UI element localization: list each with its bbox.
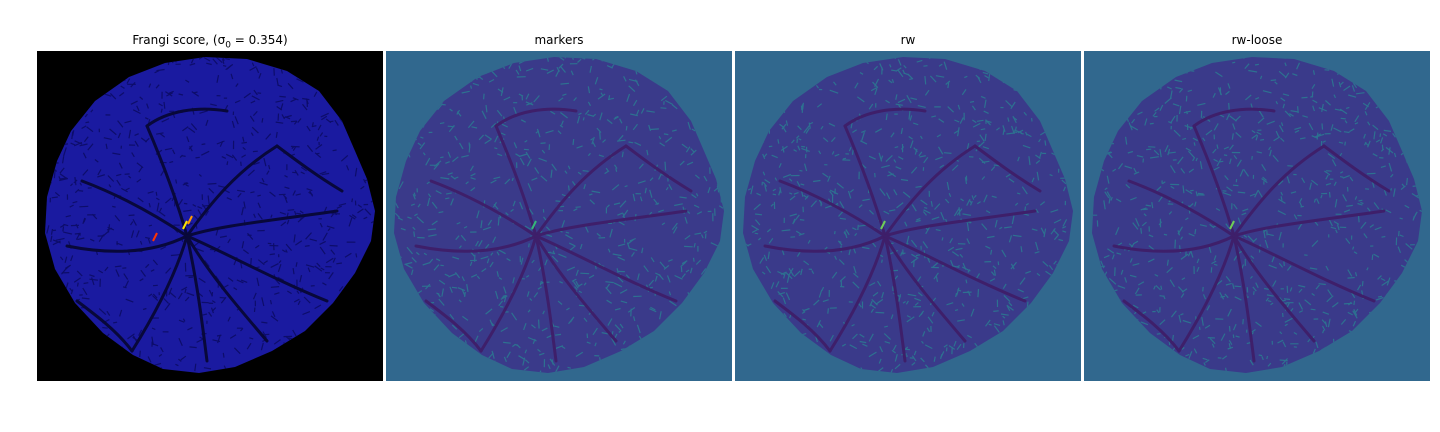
vessel — [828, 234, 887, 353]
vessel — [883, 209, 1037, 238]
vessel — [145, 107, 229, 128]
vessel — [1177, 234, 1236, 353]
panel-title-rw: rw — [900, 33, 916, 47]
panel-frangi — [37, 51, 383, 381]
highlight-mark — [182, 220, 188, 230]
vessel — [185, 234, 269, 343]
vessel — [773, 299, 832, 353]
vessel — [479, 234, 538, 353]
vessel — [778, 179, 887, 238]
vessel — [414, 234, 538, 253]
panel-rw-loose — [1084, 51, 1430, 381]
vessel — [883, 234, 907, 363]
vessel — [624, 144, 693, 193]
retina-blob — [743, 57, 1073, 373]
highlight-mark — [880, 220, 886, 230]
vessel — [883, 234, 1027, 303]
vessel — [973, 144, 1042, 193]
vessel — [883, 144, 977, 238]
vessel — [424, 299, 483, 353]
highlight-mark — [152, 232, 158, 242]
vessel — [494, 107, 578, 128]
rw-loose-image — [1084, 51, 1430, 381]
vessel — [1112, 234, 1236, 253]
vessel — [883, 234, 967, 343]
vessel — [534, 234, 558, 363]
vessel — [534, 234, 678, 303]
vessel — [275, 144, 344, 193]
vessel — [1232, 234, 1316, 343]
panel-rw — [735, 51, 1081, 381]
vessel — [843, 124, 887, 238]
highlight-mark — [531, 220, 537, 230]
vessel — [145, 124, 189, 238]
vessel — [534, 234, 618, 343]
vessel — [429, 179, 538, 238]
vessel — [534, 144, 628, 238]
vessel — [534, 209, 688, 238]
vessel — [185, 234, 209, 363]
vessel — [1232, 144, 1326, 238]
highlight-mark — [1229, 220, 1235, 230]
markers-image — [386, 51, 732, 381]
vessel — [843, 107, 927, 128]
highlight-mark — [187, 215, 193, 225]
vessel — [80, 179, 189, 238]
vessel — [1127, 179, 1236, 238]
vessel — [1192, 107, 1276, 128]
vessel — [130, 234, 189, 353]
vessel — [1232, 209, 1386, 238]
frangi-image — [37, 51, 383, 381]
vessel — [1192, 124, 1236, 238]
panel-markers — [386, 51, 732, 381]
vessel — [185, 144, 279, 238]
vessel — [494, 124, 538, 238]
panel-title-markers: markers — [534, 33, 584, 47]
retina-svg — [37, 51, 383, 381]
vessel — [1232, 234, 1376, 303]
panel-title-frangi: Frangi score, (σ0 = 0.354) — [37, 32, 383, 53]
title-tail: = 0.354) — [230, 33, 288, 47]
vessel — [1322, 144, 1391, 193]
vessel — [185, 234, 329, 303]
vessel — [1232, 234, 1256, 363]
retina-blob — [394, 57, 724, 373]
vessel — [185, 209, 339, 238]
panel-title-rw-loose: rw-loose — [1231, 33, 1283, 47]
vessel — [763, 234, 887, 253]
retina-blob — [1092, 57, 1422, 373]
vessel — [75, 299, 134, 353]
retina-blob — [45, 57, 375, 373]
title-subscript: 0 — [225, 40, 231, 51]
rw-image — [735, 51, 1081, 381]
retina-svg — [386, 51, 732, 381]
vessel — [1122, 299, 1181, 353]
retina-svg — [1084, 51, 1430, 381]
vessel — [65, 234, 189, 253]
title-text: Frangi score, (σ — [132, 33, 226, 47]
retina-svg — [735, 51, 1081, 381]
